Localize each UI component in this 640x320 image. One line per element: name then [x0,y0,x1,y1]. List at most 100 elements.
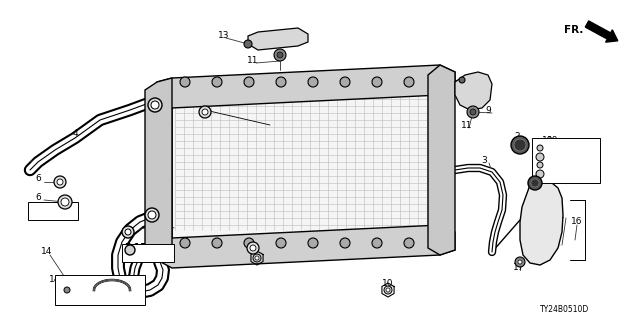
Circle shape [511,136,529,154]
Text: E-15-1: E-15-1 [124,252,156,261]
FancyArrow shape [586,21,618,42]
Text: 7: 7 [166,251,172,260]
Text: 6: 6 [35,193,41,202]
Text: 6: 6 [234,236,240,244]
Circle shape [536,170,544,178]
Text: 9: 9 [485,106,491,115]
Bar [122,244,174,262]
Text: 20: 20 [542,154,554,163]
Polygon shape [157,225,455,268]
Text: 6: 6 [192,95,198,105]
Text: 1: 1 [559,211,564,220]
Circle shape [528,176,542,190]
Text: 5: 5 [163,156,169,164]
Polygon shape [248,28,308,50]
Circle shape [61,198,69,206]
Text: 17: 17 [513,262,525,271]
Text: 19: 19 [542,135,554,145]
Circle shape [57,179,63,185]
Circle shape [515,257,525,267]
Circle shape [277,52,283,58]
Polygon shape [172,75,440,248]
Circle shape [536,153,544,161]
Circle shape [145,208,159,222]
Circle shape [404,238,414,248]
Circle shape [537,145,543,151]
Circle shape [255,256,259,260]
Text: 13: 13 [218,30,230,39]
Text: 11: 11 [461,121,472,130]
Circle shape [372,77,382,87]
Circle shape [531,179,539,187]
Circle shape [148,98,162,112]
Circle shape [340,238,350,248]
Text: 4: 4 [73,129,79,138]
Text: 18: 18 [547,146,559,155]
Text: 20: 20 [547,156,558,164]
Circle shape [54,176,66,188]
Text: 21: 21 [542,164,554,172]
Circle shape [514,139,526,151]
Circle shape [151,101,159,109]
Text: 21: 21 [547,165,558,174]
Circle shape [64,287,70,293]
Circle shape [58,195,72,209]
Circle shape [372,238,382,248]
Circle shape [125,229,131,235]
Text: E-15-1: E-15-1 [30,212,62,220]
Circle shape [467,106,479,118]
Circle shape [180,238,190,248]
Bar [28,202,78,220]
Text: 3: 3 [481,156,487,164]
Polygon shape [455,72,492,110]
Polygon shape [145,78,172,260]
Text: 15: 15 [103,283,115,292]
Circle shape [148,211,156,219]
Text: TY24B0510D: TY24B0510D [540,306,589,315]
Circle shape [459,77,465,83]
Text: 13: 13 [424,75,435,84]
Circle shape [518,260,522,264]
Circle shape [404,77,414,87]
Circle shape [199,106,211,118]
Text: FR.: FR. [564,25,583,35]
Text: 14: 14 [41,247,52,257]
Circle shape [308,238,318,248]
Text: 8: 8 [164,213,170,222]
Text: 10: 10 [278,247,289,257]
Circle shape [180,77,190,87]
Polygon shape [520,182,563,265]
Circle shape [202,109,208,115]
Circle shape [340,77,350,87]
Circle shape [244,77,254,87]
Circle shape [276,238,286,248]
Circle shape [537,162,543,168]
Bar [55,275,145,305]
Circle shape [212,77,222,87]
Text: E-15: E-15 [124,244,147,252]
Text: 18: 18 [542,145,554,154]
Text: 19: 19 [547,135,559,145]
Text: 14: 14 [49,275,60,284]
Bar [532,138,600,183]
Circle shape [244,40,252,48]
Circle shape [308,77,318,87]
Text: 6: 6 [35,173,41,182]
Text: 11: 11 [247,55,259,65]
Text: 10: 10 [382,279,394,289]
Text: E-15: E-15 [30,203,52,212]
Polygon shape [428,65,455,255]
Circle shape [247,242,259,254]
Circle shape [274,49,286,61]
Text: 16: 16 [571,218,582,227]
Text: 12: 12 [290,34,301,43]
Text: 6: 6 [163,220,169,229]
Text: 2: 2 [514,132,520,140]
Circle shape [122,226,134,238]
Circle shape [244,238,254,248]
Circle shape [384,286,392,294]
Circle shape [125,245,135,255]
Circle shape [276,77,286,87]
Polygon shape [157,65,455,108]
Circle shape [470,109,476,115]
